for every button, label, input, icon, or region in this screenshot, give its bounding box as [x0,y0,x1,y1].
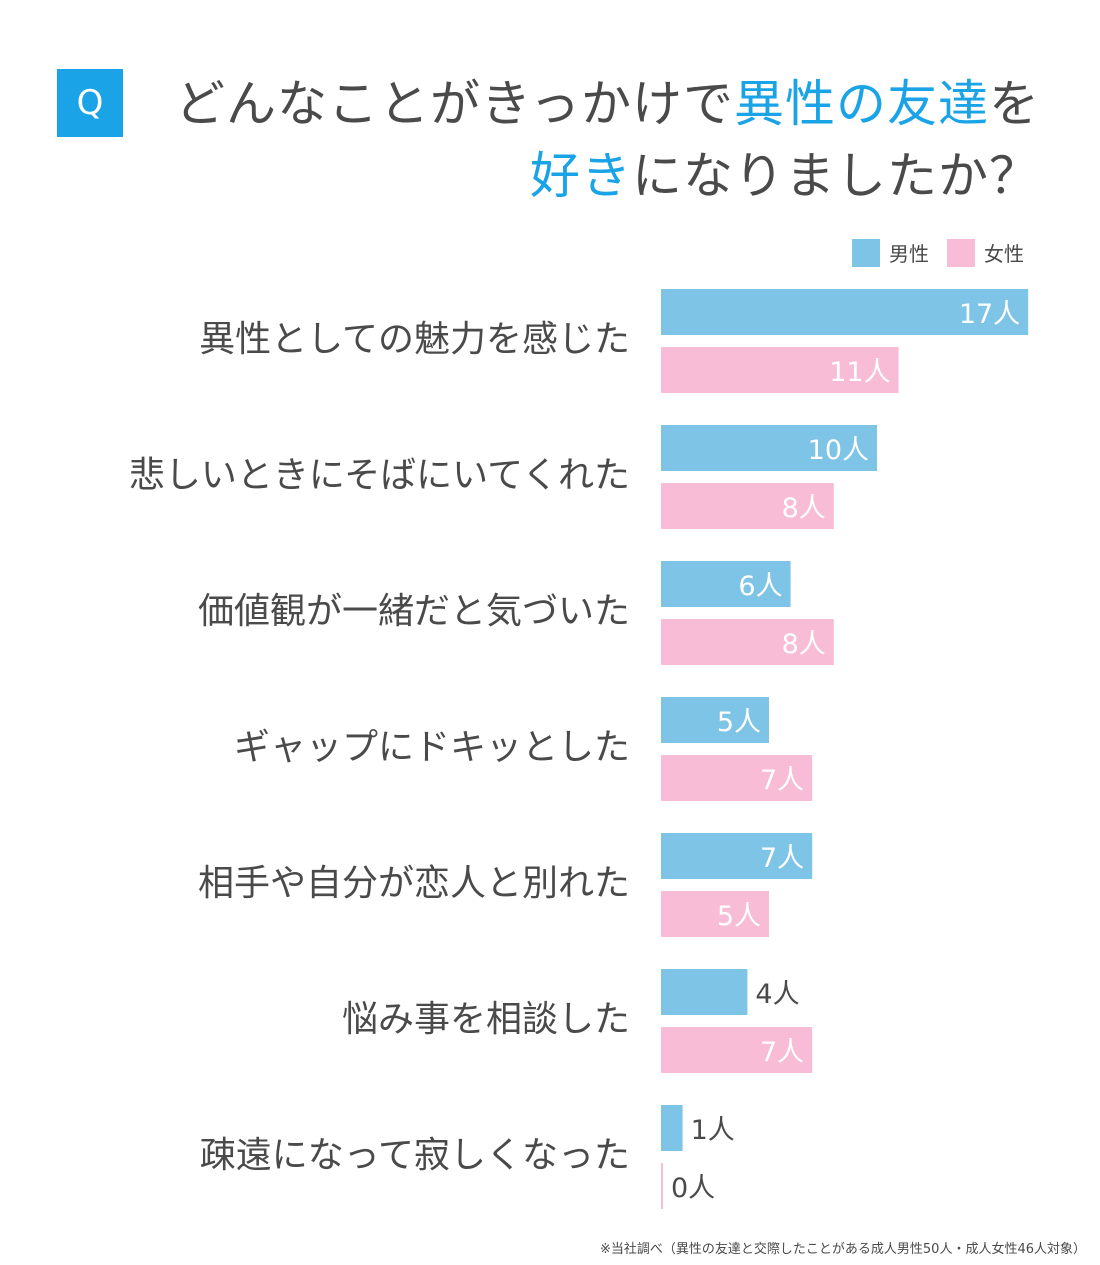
title-line-2: 好きになりましたか？ [530,146,1040,206]
title-line2-plain: になりましたか？ [632,147,1040,205]
bar [661,289,1029,335]
bar [661,969,748,1015]
data-label: 1人 [691,1115,735,1146]
bar [661,425,877,471]
category-label: 価値観が一緒だと気づいた [198,591,630,632]
data-label: 7人 [760,1037,804,1068]
bar [661,347,899,393]
data-label: 7人 [760,765,804,796]
title-line1-end: を [989,75,1040,133]
data-label: 11人 [829,357,890,388]
data-label: 8人 [782,629,826,660]
data-label: 0人 [671,1173,715,1204]
bar [661,833,813,879]
bar [661,483,834,529]
legend-swatch-2 [947,239,975,267]
title-line-1: どんなことがきっかけで異性の友達を [175,74,1040,134]
bar [661,619,834,665]
title-line1-plain: どんなことがきっかけで [175,75,734,133]
category-label: 疎遠になって寂しくなった [200,1135,630,1176]
category-label: ギャップにドキッとした [234,727,630,768]
data-label: 4人 [755,979,799,1010]
bar [661,1105,683,1151]
data-label: 6人 [738,571,782,602]
category-label: 相手や自分が恋人と別れた [198,863,630,904]
bar [661,891,769,937]
q-badge: Q [57,69,123,137]
data-label: 7人 [760,843,804,874]
bar [661,1163,663,1209]
data-label: 17人 [959,299,1020,330]
bar [661,1027,813,1073]
category-label: 悲しいときにそばにいてくれた [129,455,630,496]
chart-title: Q どんなことがきっかけで異性の友達を 好きになりましたか？ [0,0,1100,220]
title-line1-highlight: 異性の友達 [734,75,989,133]
legend-label-2: 女性 [984,242,1024,266]
category-label: 悩み事を相談した [342,999,630,1040]
data-label: 8人 [782,493,826,524]
category-label: 異性としての魅力を感じた [199,319,630,360]
legend-swatch-1 [852,239,880,267]
bar [661,561,791,607]
data-label: 5人 [717,901,761,932]
bar [661,755,813,801]
legend-label-1: 男性 [889,242,929,266]
bar [661,697,769,743]
title-line2-highlight: 好き [530,147,632,205]
data-label: 5人 [717,707,761,738]
footnote: ※当社調べ（異性の友達と交際したことがある成人男性50人・成人女性46人対象） [600,1242,1086,1257]
data-label: 10人 [808,435,869,466]
